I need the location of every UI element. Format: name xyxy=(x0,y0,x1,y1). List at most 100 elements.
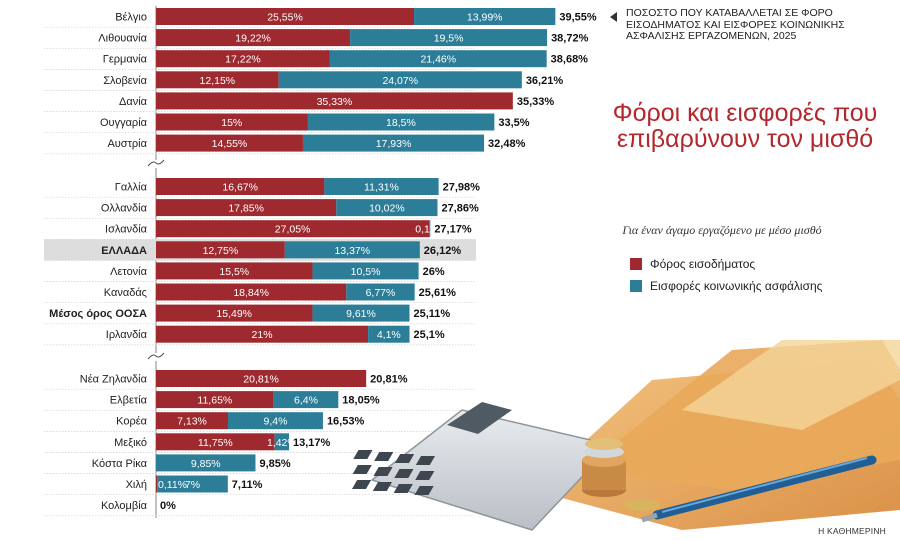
data-label-social: 9,4% xyxy=(264,416,288,428)
category-label: Κόστα Ρίκα xyxy=(92,458,148,470)
data-label-social: 1,42% xyxy=(267,437,297,449)
bar-social xyxy=(274,433,290,451)
bar-social xyxy=(350,29,548,47)
note-pointer-icon xyxy=(610,12,617,22)
data-label-social: 21,46% xyxy=(420,54,456,66)
data-label-social: 4,1% xyxy=(377,329,401,341)
data-label-social: 10,02% xyxy=(369,203,405,215)
bar-tax xyxy=(156,113,308,131)
data-label-tax: 12,75% xyxy=(203,245,239,257)
bar-social xyxy=(429,220,431,238)
bar-tax xyxy=(156,325,369,343)
bar-tax xyxy=(156,304,313,322)
data-label-tax: 25,55% xyxy=(267,12,303,24)
bar-tax xyxy=(156,178,325,195)
bar-tax xyxy=(156,370,367,387)
data-label-total: 13,17% xyxy=(293,437,331,449)
money-calculator-illustration: 50 xyxy=(352,340,900,531)
data-label-social: 17,93% xyxy=(376,138,412,150)
bar-tax xyxy=(156,283,347,301)
bar-social xyxy=(312,262,419,280)
data-label-tax: 15,5% xyxy=(219,266,249,278)
data-label-tax: 27,05% xyxy=(275,224,311,236)
bar-social xyxy=(156,454,256,472)
category-label: Μεξικό xyxy=(114,437,147,449)
data-label-social: 0,11% xyxy=(415,224,444,236)
category-label: ΕΛΛΑΔΑ xyxy=(101,245,147,257)
axis-break-gap xyxy=(148,353,164,361)
bar-tax xyxy=(156,50,330,68)
category-label: Ισλανδία xyxy=(105,224,148,236)
pen-image xyxy=(641,455,877,523)
legend-item-tax: Φόρος εισοδήματος xyxy=(630,257,755,271)
bar-social xyxy=(273,391,339,409)
data-label-tax: 15% xyxy=(221,117,242,129)
data-label-tax: 17,85% xyxy=(228,203,264,215)
bar-tax xyxy=(156,8,415,25)
data-label-tax: 0,11% xyxy=(158,479,187,491)
data-label-total: 25,11% xyxy=(414,308,451,320)
category-label: Γερμανία xyxy=(103,54,148,66)
legend-label-social: Εισφορές κοινωνικής ασφάλισης xyxy=(650,279,823,293)
data-label-tax: 11,65% xyxy=(197,395,232,407)
bar-social xyxy=(346,283,415,301)
source-credit: Η ΚΑΘΗΜΕΡΙΝΗ xyxy=(818,526,886,536)
data-label-total: 16,53% xyxy=(327,416,365,428)
category-label: Ουγγαρία xyxy=(100,117,148,129)
bar-tax xyxy=(156,134,303,152)
data-label-tax: 19,22% xyxy=(235,33,271,45)
data-label-total: 38,68% xyxy=(551,54,589,66)
bar-social xyxy=(414,8,556,25)
category-label: Καναδάς xyxy=(104,287,147,299)
data-label-tax: 17,22% xyxy=(225,54,261,66)
data-label-total: 18,05% xyxy=(342,395,380,407)
bar-social xyxy=(284,241,420,259)
coins-image xyxy=(582,438,660,511)
data-label-total: 25,1% xyxy=(414,329,445,341)
data-label-total: 26,12% xyxy=(424,245,462,257)
category-label: Νέα Ζηλανδία xyxy=(80,374,148,386)
data-label-total: 26% xyxy=(423,266,445,278)
data-label-total: 25,61% xyxy=(419,287,457,299)
calculator-image xyxy=(352,402,614,531)
data-label-total: 36,21% xyxy=(526,75,564,87)
bar-social xyxy=(324,178,439,195)
data-label-total: 20,81% xyxy=(370,374,408,386)
data-label-total: 33,5% xyxy=(498,117,529,129)
bar-tax xyxy=(156,29,351,47)
data-label-total: 7,11% xyxy=(232,479,263,491)
data-label-total: 27,86% xyxy=(441,203,479,215)
bar-tax xyxy=(156,92,513,110)
legend-swatch-social xyxy=(630,280,642,292)
data-label-total: 9,85% xyxy=(259,458,290,470)
data-label-total: 39,55% xyxy=(559,12,597,24)
category-label: Αυστρία xyxy=(107,138,147,150)
bar-tax xyxy=(156,412,229,430)
data-label-total: 27,17% xyxy=(434,224,472,236)
data-label-total: 38,72% xyxy=(551,33,589,45)
category-label: Κολομβία xyxy=(101,500,148,512)
data-label-social: 18,5% xyxy=(386,117,416,129)
data-label-tax: 14,55% xyxy=(212,138,248,150)
data-label-social: 24,07% xyxy=(382,75,418,87)
data-label-social: 7% xyxy=(185,479,200,491)
axis-break-icon xyxy=(147,352,165,360)
bar-social xyxy=(278,71,522,89)
category-label: Λιθουανία xyxy=(98,33,147,45)
bar-social xyxy=(307,113,495,131)
data-label-social: 13,37% xyxy=(334,245,370,257)
data-label-tax: 7,13% xyxy=(177,416,207,428)
data-label-tax: 18,84% xyxy=(233,287,269,299)
data-label-total: 27,98% xyxy=(443,182,481,194)
bar-tax xyxy=(156,199,337,217)
bar-social xyxy=(312,304,410,322)
data-label-total: 0% xyxy=(160,500,176,512)
data-label-social: 6,4% xyxy=(294,395,318,407)
headline: Φόροι και εισφορές που επιβαρύνουν τον μ… xyxy=(612,99,878,153)
bar-social xyxy=(302,134,485,152)
category-label: Κορέα xyxy=(116,416,147,428)
legend-swatch-tax xyxy=(630,258,642,270)
data-label-social: 11,31% xyxy=(364,182,399,194)
category-label: Βέλγιο xyxy=(115,12,147,24)
